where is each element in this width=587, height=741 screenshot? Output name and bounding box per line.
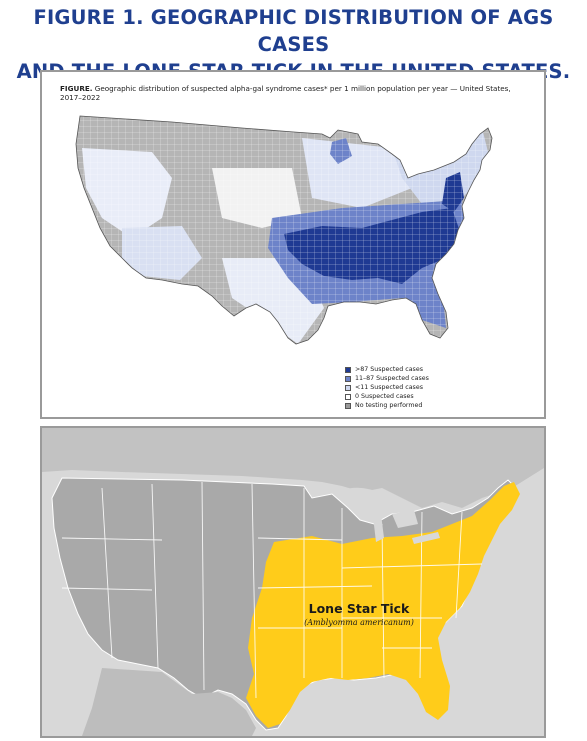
lake-superior bbox=[342, 487, 382, 506]
figure-caption-text: Geographic distribution of suspected alp… bbox=[60, 84, 511, 102]
legend-item: 11–87 Suspected cases bbox=[345, 374, 429, 383]
page-title-line-1: FIGURE 1. GEOGRAPHIC DISTRIBUTION OF AGS… bbox=[33, 6, 554, 56]
lone-star-tick-map-panel: Lone Star Tick (Amblyomma americanum) bbox=[40, 426, 546, 738]
case-legend: >87 Suspected cases 11–87 Suspected case… bbox=[345, 365, 429, 410]
county-boundaries bbox=[76, 116, 492, 344]
us-county-map bbox=[75, 115, 493, 345]
legend-swatch bbox=[345, 375, 351, 382]
legend-item: >87 Suspected cases bbox=[345, 365, 429, 374]
legend-item: 0 Suspected cases bbox=[345, 392, 429, 401]
legend-label: 0 Suspected cases bbox=[355, 393, 414, 400]
figure-caption-label: FIGURE. bbox=[60, 84, 93, 93]
state-boundaries bbox=[61, 481, 483, 699]
lake-erie bbox=[412, 532, 440, 544]
legend-label: 11–87 Suspected cases bbox=[355, 375, 429, 382]
legend-item: <11 Suspected cases bbox=[345, 383, 429, 392]
legend-swatch bbox=[345, 402, 351, 409]
legend-swatch bbox=[345, 366, 351, 373]
lake-huron bbox=[392, 510, 418, 528]
lake-michigan bbox=[372, 506, 384, 542]
tick-range-map bbox=[42, 428, 544, 736]
ags-case-map-panel: FIGURE. Geographic distribution of suspe… bbox=[40, 70, 546, 419]
mexico-land bbox=[82, 668, 256, 736]
figure-caption: FIGURE. Geographic distribution of suspe… bbox=[60, 84, 530, 102]
legend-swatch bbox=[345, 384, 351, 391]
legend-swatch bbox=[345, 393, 351, 400]
legend-label: >87 Suspected cases bbox=[355, 366, 423, 373]
us-outline bbox=[75, 115, 493, 345]
range-label: Lone Star Tick bbox=[308, 601, 410, 616]
legend-label: No testing performed bbox=[355, 402, 423, 409]
legend-item: No testing performed bbox=[345, 401, 429, 410]
canada-land bbox=[42, 428, 544, 508]
legend-label: <11 Suspected cases bbox=[355, 384, 423, 391]
range-sublabel: (Amblyomma americanum) bbox=[304, 618, 414, 627]
